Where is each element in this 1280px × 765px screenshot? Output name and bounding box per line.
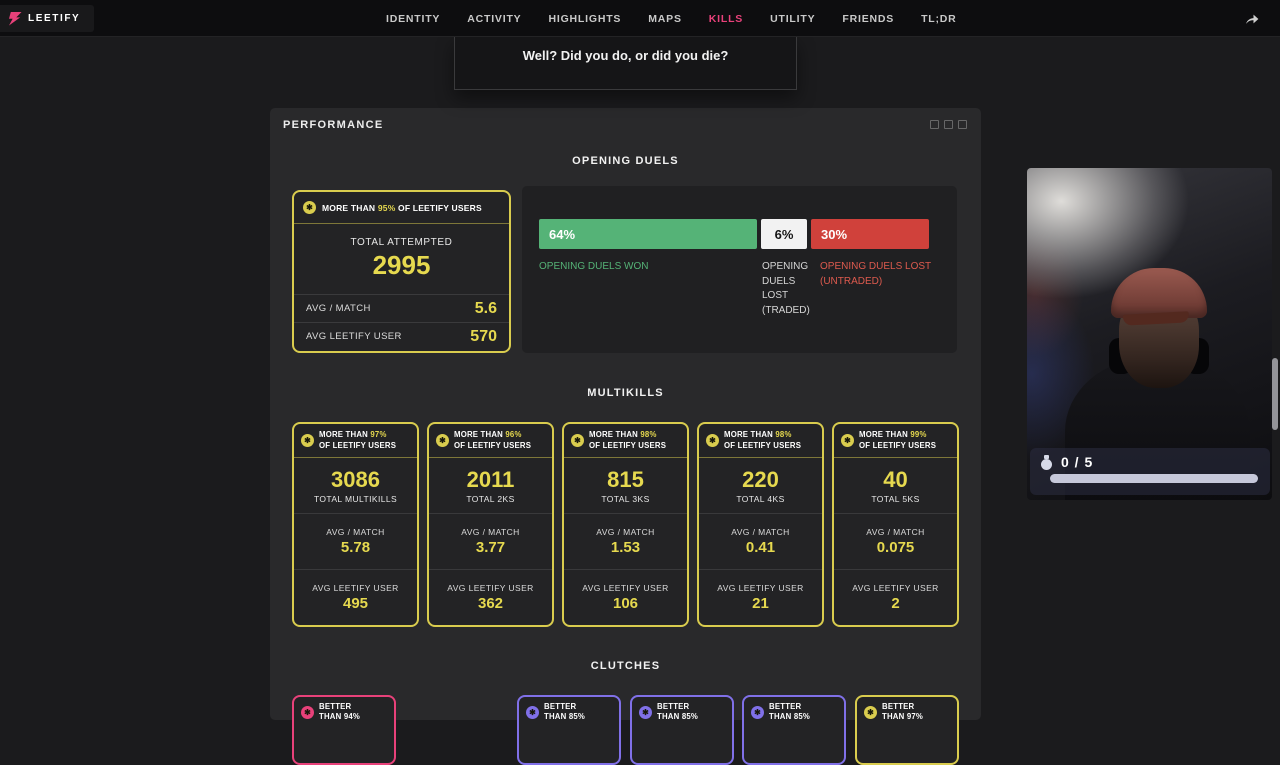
stat-value: 2995 [372,250,431,280]
stat-label: TOTAL 2KS [466,494,515,504]
bar-segment-won: 64% [539,219,757,249]
opening-duels-chart: 64% 6% 30% OPENING DUELS WON OPENING DUE… [522,186,957,353]
layout-grid-icon[interactable] [944,120,953,129]
percentile-badge: ✱ MORE THAN 97% OF LEETIFY USERS [294,424,417,458]
clutches-title: CLUTCHES [590,660,661,672]
percentile-badge-text: MORE THAN 95% OF LEETIFY USERS [322,202,482,213]
quote-text: Well? Did you do, or did you die? [522,48,729,63]
star-icon: ✱ [436,434,449,447]
avg-user-label: AVG LEETIFY USER [306,331,402,342]
stat-value: 220 [742,467,779,492]
nav-item-highlights[interactable]: HIGHLIGHTS [548,12,622,25]
panel-layout-icons[interactable] [930,120,967,129]
avg-match-label: AVG / MATCH [306,303,371,314]
panel-title: PERFORMANCE [283,119,384,131]
stat-value: 815 [607,467,644,492]
stat-label: TOTAL 5KS [871,494,920,504]
top-nav-bar: LEETIFY IDENTITY ACTIVITY HIGHLIGHTS MAP… [0,0,1280,37]
legend-won: OPENING DUELS WON [539,261,649,272]
counter-value: 0 / 5 [1061,454,1094,470]
bar-segment-lost-traded: 6% [761,219,807,249]
primary-nav: IDENTITY ACTIVITY HIGHLIGHTS MAPS KILLS … [386,0,957,37]
share-icon[interactable] [1242,9,1262,27]
layout-grid-icon[interactable] [958,120,967,129]
counter-progress-bar [1050,474,1258,483]
clutch-card-2: ✱ BETTER THAN 85% [517,695,621,765]
stat-value: 2011 [466,467,515,492]
percentile-badge: ✱ MORE THAN 99% OF LEETIFY USERS [834,424,957,458]
percentile-badge: ✱ MORE THAN 98% OF LEETIFY USERS [699,424,822,458]
opening-duels-summary-card: ✱ MORE THAN 95% OF LEETIFY USERS TOTAL A… [292,190,511,353]
stat-label: TOTAL ATTEMPTED [350,237,453,248]
stat-label: TOTAL MULTIKILLS [313,494,398,504]
stat-value: 40 [883,467,908,492]
star-icon: ✱ [301,705,314,719]
avg-user-row: AVG LEETIFY USER 570 [294,322,509,350]
multikills-title: MULTIKILLS [587,387,664,399]
multikill-card-total: ✱ MORE THAN 97% OF LEETIFY USERS 3086 TOT… [292,422,419,627]
opening-duels-title: OPENING DUELS [572,155,679,167]
legend-lost-traded: OPENING DUELS LOST (TRADED) [762,261,810,316]
star-icon: ✱ [639,705,652,719]
grenade-counter-overlay: 0 / 5 [1030,448,1270,495]
brand-label: LEETIFY [28,13,81,24]
avg-match-row: AVG / MATCH 5.6 [294,294,509,322]
grenade-icon [1040,454,1053,470]
avg-match-value: 5.6 [474,299,497,317]
star-icon: ✱ [526,705,539,719]
multikill-card-4k: ✱ MORE THAN 98% OF LEETIFY USERS 220 TOTA… [697,422,824,627]
stat-label: TOTAL 3KS [601,494,650,504]
scrollbar-thumb[interactable] [1272,358,1278,430]
clutch-card-3: ✱ BETTER THAN 85% [630,695,734,765]
total-attempted-stat: TOTAL ATTEMPTED 2995 [294,224,509,294]
webcam-overlay [1027,168,1272,500]
stat-label: TOTAL 4KS [736,494,785,504]
star-icon: ✱ [864,705,877,719]
multikill-card-3k: ✱ MORE THAN 98% OF LEETIFY USERS 815 TOTA… [562,422,689,627]
percentile-badge: ✱ MORE THAN 98% OF LEETIFY USERS [564,424,687,458]
percentile-badge: ✱ MORE THAN 96% OF LEETIFY USERS [429,424,552,458]
multikill-card-5k: ✱ MORE THAN 99% OF LEETIFY USERS 40 TOTAL… [832,422,959,627]
star-icon: ✱ [301,434,314,447]
stacked-bar: 64% 6% 30% [539,219,939,249]
nav-item-friends[interactable]: FRIENDS [842,12,895,25]
clutch-card-5: ✱ BETTER THAN 97% [855,695,959,765]
avg-user-value: 570 [470,327,497,345]
star-icon: ✱ [751,705,764,719]
streamer-cap [1111,268,1207,318]
multikill-card-2k: ✱ MORE THAN 96% OF LEETIFY USERS 2011 TOT… [427,422,554,627]
legend-lost-untraded: OPENING DUELS LOST (UNTRADED) [820,261,931,287]
nav-item-kills[interactable]: KILLS [708,12,744,25]
stat-value: 3086 [331,467,380,492]
leetify-logo-icon [9,11,22,26]
layout-grid-icon[interactable] [930,120,939,129]
star-icon: ✱ [571,434,584,447]
star-icon: ✱ [706,434,719,447]
leetify-brand[interactable]: LEETIFY [0,5,95,32]
nav-item-utility[interactable]: UTILITY [770,12,816,25]
star-icon: ✱ [841,434,854,447]
bar-segment-lost-untraded: 30% [811,219,929,249]
star-icon: ✱ [303,201,316,214]
percentile-badge: ✱ MORE THAN 95% OF LEETIFY USERS [294,192,509,224]
quote-banner: Well? Did you do, or did you die? [454,37,797,90]
nav-item-identity[interactable]: IDENTITY [386,12,441,25]
nav-item-activity[interactable]: ACTIVITY [467,12,522,25]
clutch-card-4: ✱ BETTER THAN 85% [742,695,846,765]
nav-item-maps[interactable]: MAPS [648,12,682,25]
nav-item-tldr[interactable]: TL;DR [921,12,957,25]
performance-panel: PERFORMANCE OPENING DUELS ✱ MORE THAN 95… [270,108,981,765]
clutch-card-1: ✱ BETTER THAN 94% [292,695,396,765]
